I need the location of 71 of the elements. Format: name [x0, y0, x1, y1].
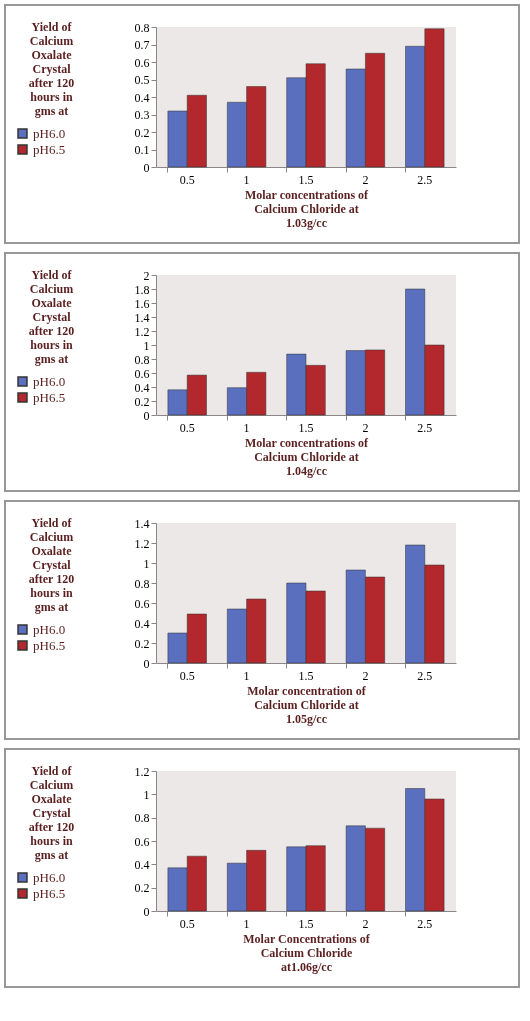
y-axis-title: Yield of Calcium Oxalate Crystal after 120 hours in gms at	[28, 763, 75, 862]
x-tick-label: 2	[362, 420, 369, 435]
y-tick-label: 0.4	[134, 857, 150, 872]
y-tick-label: 0	[143, 160, 150, 175]
y-tick-label: 1.2	[134, 324, 150, 339]
x-tick-label: 0.5	[179, 420, 195, 435]
y-tick-label: 0.6	[134, 366, 150, 381]
y-tick-label: 1.2	[134, 536, 150, 551]
x-tick-label: 1	[243, 420, 250, 435]
y-tick-label: 0	[143, 408, 150, 423]
y-tick-label: 1.6	[134, 296, 150, 311]
y-tick-label: 0.4	[134, 90, 150, 105]
x-tick-label: 1.5	[298, 172, 314, 187]
y-tick-label: 1	[143, 556, 150, 571]
legend-label: pH6.0	[33, 869, 66, 885]
y-tick-label: 0.3	[134, 108, 150, 122]
y-tick-label: 0.1	[134, 143, 150, 157]
y-tick-label: 2	[143, 268, 150, 283]
y-tick-label: 1.4	[134, 516, 150, 531]
y-tick-label: 0	[143, 904, 150, 919]
y-tick-label: 0.8	[134, 811, 150, 826]
y-tick-label: 0.4	[134, 380, 150, 395]
x-axis-title: Molar Concentrations of Calcium Chloride at1.06g/cc	[243, 931, 371, 974]
y-tick-label: 0.6	[134, 834, 150, 849]
legend-label: pH6.5	[33, 141, 66, 157]
y-tick-label: 0.2	[134, 881, 150, 896]
x-tick-label: 2.5	[417, 668, 433, 683]
y-tick-label: 0.7	[134, 38, 150, 52]
y-tick-label: 1	[143, 338, 150, 353]
x-tick-label: 0.5	[179, 172, 195, 187]
y-tick-label: 1.2	[134, 764, 150, 779]
y-tick-label: 0.5	[134, 73, 150, 87]
x-axis-title: Molar concentrations of Calcium Chloride at 1.03g/cc	[244, 187, 370, 230]
x-tick-label: 2	[362, 916, 369, 931]
y-tick-label: 0.8	[134, 20, 150, 35]
y-axis-title: Yield of Calcium Oxalate Crystal after 120 hours in gms at	[28, 515, 75, 614]
y-axis-title: Yield of Calcium Oxalate Crystal after 120 hours in gms at	[28, 267, 75, 366]
y-tick-label: 1.8	[134, 282, 150, 297]
x-tick-label: 2.5	[417, 916, 433, 931]
legend-label: pH6.5	[33, 637, 66, 653]
y-tick-label: 0.6	[134, 596, 150, 611]
legend-label: pH6.5	[33, 389, 66, 405]
y-tick-label: 0.2	[134, 125, 150, 140]
x-tick-label: 1.5	[298, 668, 314, 683]
y-axis-title: Yield of Calcium Oxalate Crystal after 120 hours in gms at	[28, 19, 75, 118]
x-axis-title: Molar concentrations of Calcium Chloride at 1.04g/cc	[244, 435, 370, 478]
x-tick-label: 1	[243, 916, 250, 931]
legend-label: pH6.0	[33, 373, 66, 389]
legend-label: pH6.5	[33, 885, 66, 901]
x-tick-label: 0.5	[179, 916, 195, 931]
legend-label: pH6.0	[33, 125, 66, 141]
x-tick-label: 1	[243, 172, 250, 187]
x-tick-label: 2.5	[417, 420, 433, 435]
x-tick-label: 1	[243, 668, 250, 683]
y-tick-label: 0.2	[134, 394, 150, 409]
y-tick-label: 0	[143, 656, 150, 671]
x-tick-label: 2.5	[417, 172, 433, 187]
x-tick-label: 1.5	[298, 420, 314, 435]
x-axis-title: Molar concentration of Calcium Chloride at 1.05g/cc	[247, 683, 367, 726]
y-tick-label: 0.8	[134, 352, 150, 367]
y-tick-label: 1	[143, 787, 150, 802]
y-tick-label: 0.4	[134, 616, 150, 631]
y-tick-label: 1.4	[134, 310, 150, 325]
y-tick-label: 0.8	[134, 576, 150, 591]
x-tick-label: 2	[362, 172, 369, 187]
y-tick-label: 0.6	[134, 55, 150, 70]
x-tick-label: 2	[362, 668, 369, 683]
x-tick-label: 1.5	[298, 916, 314, 931]
legend-label: pH6.0	[33, 621, 66, 637]
y-tick-label: 0.2	[134, 636, 150, 651]
x-tick-label: 0.5	[179, 668, 195, 683]
